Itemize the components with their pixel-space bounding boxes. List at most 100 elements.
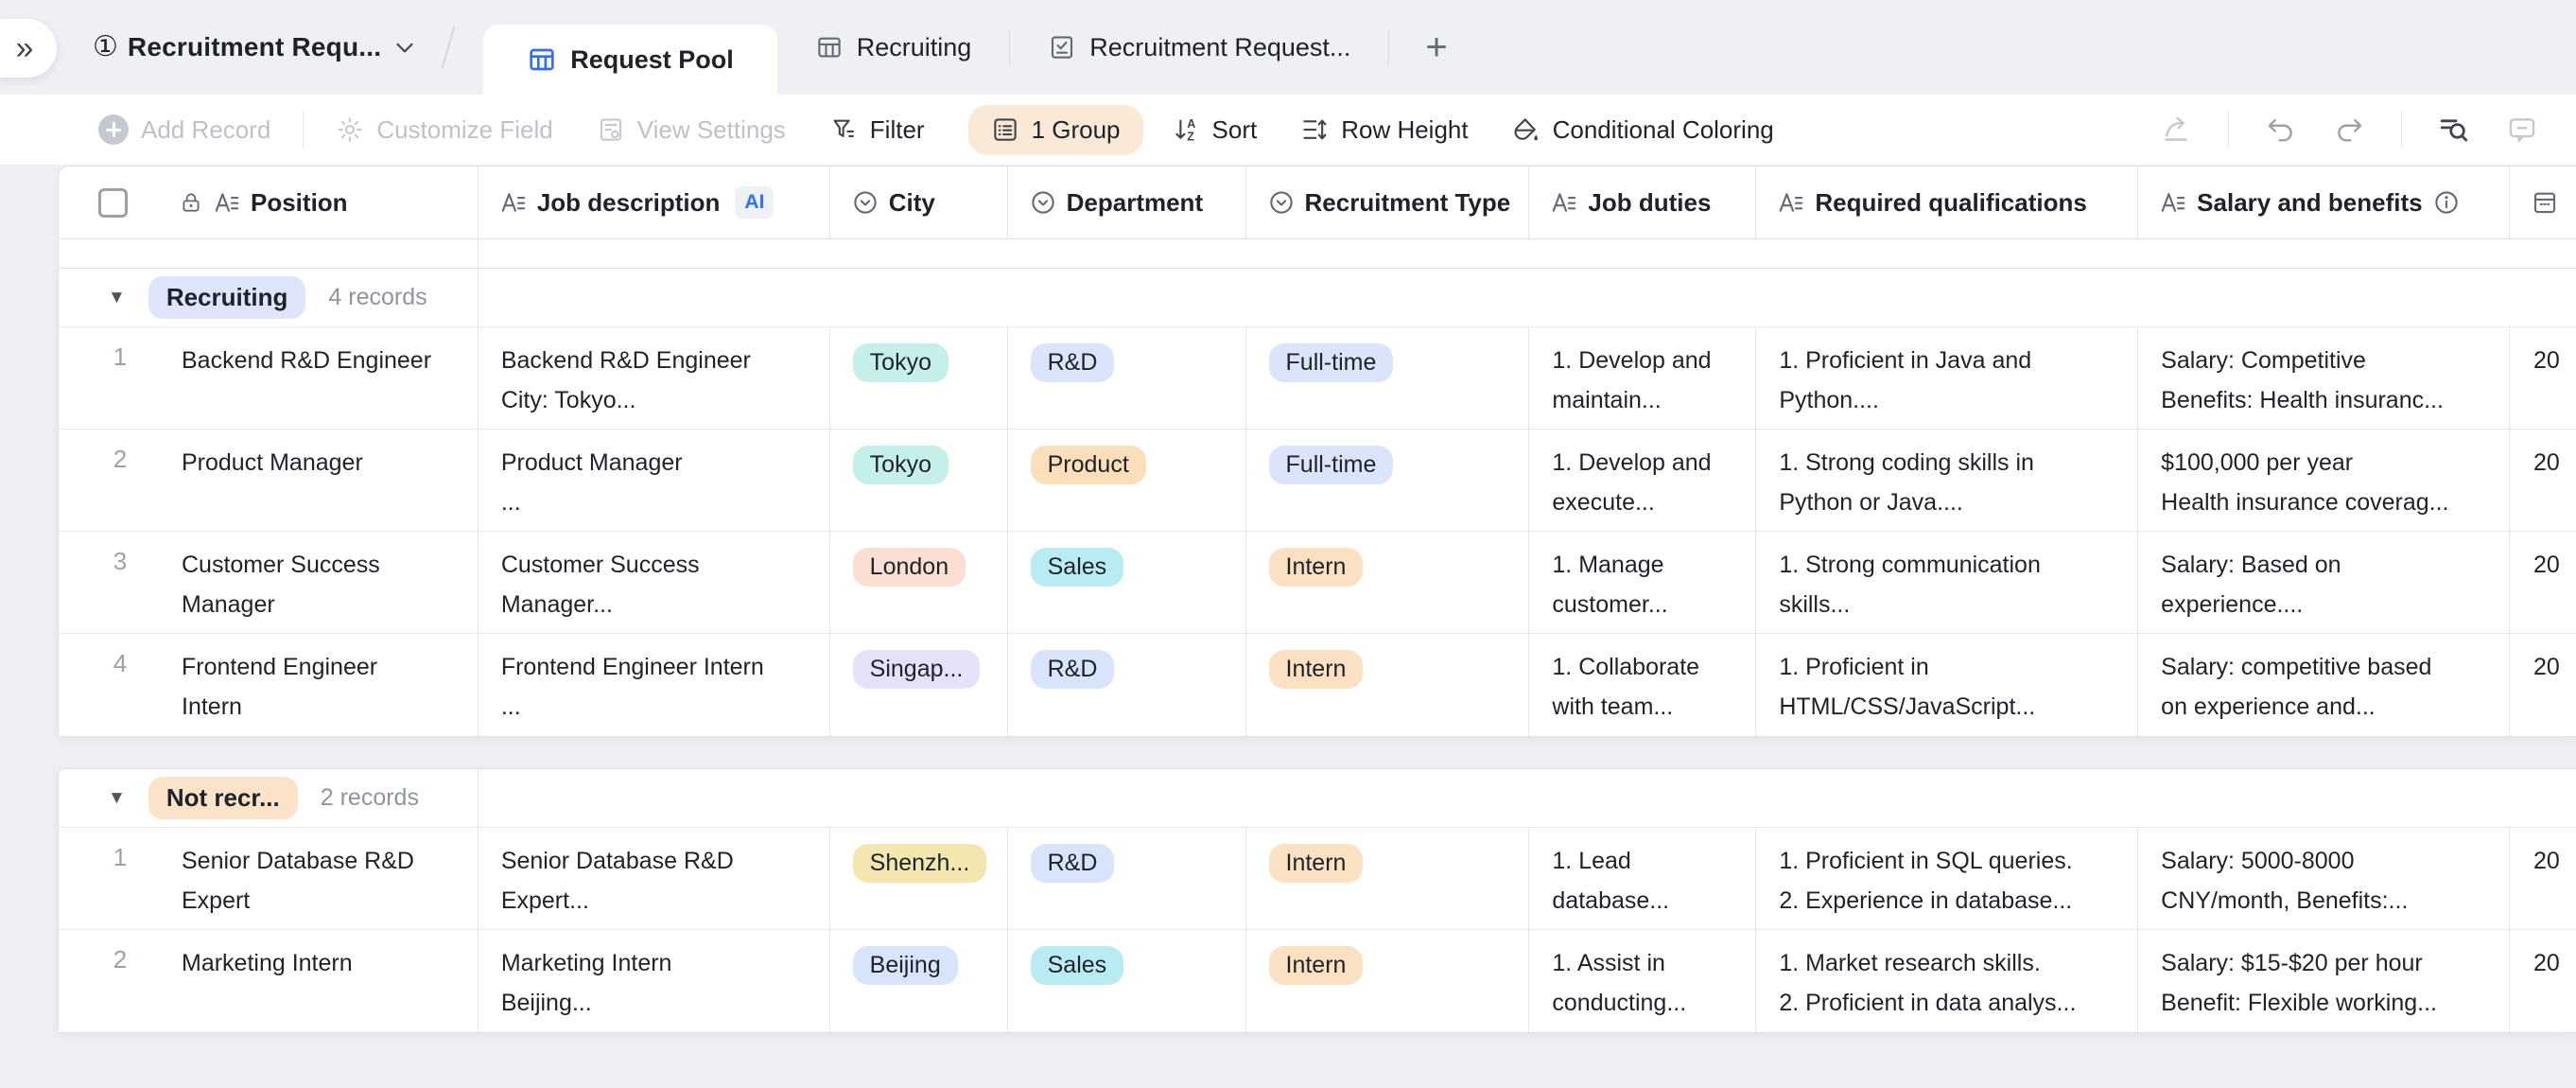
table-row[interactable]: 1 Senior Database R&D Expert Senior Data… xyxy=(59,828,2576,930)
undo-icon[interactable] xyxy=(2265,114,2297,146)
row-number[interactable]: 1 xyxy=(113,342,128,371)
cell-date[interactable]: 20 xyxy=(2533,654,2560,680)
cell-department[interactable]: Sales xyxy=(1008,532,1246,633)
column-header-department[interactable]: Department xyxy=(1008,167,1246,238)
cell-required-qualifications[interactable]: 1. Strong communication skills... xyxy=(1756,532,2139,633)
group-header[interactable]: ▼ Not recr... 2 records xyxy=(59,769,2576,828)
column-header-date[interactable] xyxy=(2510,167,2576,238)
expand-sidebar-button[interactable]: » xyxy=(0,19,57,78)
cell-position[interactable]: 1 Senior Database R&D Expert xyxy=(59,828,479,929)
table-row[interactable]: 2 Marketing Intern Marketing Intern Beij… xyxy=(59,930,2576,1032)
cell-date[interactable]: 20 xyxy=(2533,848,2560,874)
cell-department[interactable]: R&D xyxy=(1008,828,1246,929)
cell-job-duties[interactable]: 1. Lead database... xyxy=(1529,828,1757,929)
cell-date[interactable]: 20 xyxy=(2533,347,2560,374)
cell-required-qualifications[interactable]: 1. Proficient in SQL queries. 2. Experie… xyxy=(1756,828,2139,929)
tab-recruiting[interactable]: Recruiting xyxy=(777,33,1010,62)
column-header-required-qualifications[interactable]: Required qualifications xyxy=(1756,167,2139,238)
cell-city[interactable]: Tokyo xyxy=(830,327,1008,429)
cell-job-description[interactable]: Product Manager ... xyxy=(479,430,830,531)
cell-date[interactable]: 20 xyxy=(2533,950,2560,976)
cell-required-qualifications[interactable]: 1. Proficient in HTML/CSS/JavaScript... xyxy=(1756,634,2139,736)
cell-required-qualifications[interactable]: 1. Market research skills. 2. Proficient… xyxy=(1756,930,2139,1032)
cell-job-description[interactable]: Frontend Engineer Intern ... xyxy=(479,634,830,736)
cell-job-duties[interactable]: 1. Collaborate with team... xyxy=(1529,634,1757,736)
info-icon[interactable] xyxy=(2432,188,2461,217)
share-icon[interactable] xyxy=(2160,114,2192,146)
view-settings-button[interactable]: View Settings xyxy=(597,115,786,145)
cell-job-duties[interactable]: 1. Manage customer... xyxy=(1529,532,1757,633)
cell-recruitment-type[interactable]: Full-time xyxy=(1246,430,1530,531)
row-number[interactable]: 1 xyxy=(113,843,128,871)
cell-city[interactable]: Singap... xyxy=(830,634,1008,736)
column-header-job-description[interactable]: Job description AI xyxy=(479,167,830,238)
group-button[interactable]: 1 Group xyxy=(967,104,1143,155)
cell-salary-and-benefits[interactable]: Salary: competitive based on experience … xyxy=(2138,634,2511,736)
cell-salary-and-benefits[interactable]: Salary: $15-$20 per hour Benefit: Flexib… xyxy=(2138,930,2511,1032)
column-header-recruitment-type[interactable]: Recruitment Type xyxy=(1246,167,1530,238)
column-header-city[interactable]: City xyxy=(830,167,1008,238)
customize-field-button[interactable]: Customize Field xyxy=(336,115,553,145)
cell-recruitment-type[interactable]: Intern xyxy=(1246,532,1530,633)
cell-job-duties[interactable]: 1. Assist in conducting... xyxy=(1529,930,1757,1032)
collapse-triangle-icon[interactable]: ▼ xyxy=(108,287,126,307)
cell-recruitment-type[interactable]: Intern xyxy=(1246,828,1530,929)
filter-button[interactable]: Filter xyxy=(829,115,925,145)
cell-department[interactable]: R&D xyxy=(1008,327,1246,429)
row-number[interactable]: 2 xyxy=(113,445,128,473)
cell-required-qualifications[interactable]: 1. Strong coding skills in Python or Jav… xyxy=(1756,430,2139,531)
cell-department[interactable]: Product xyxy=(1008,430,1246,531)
cell-job-description[interactable]: Marketing Intern Beijing... xyxy=(479,930,830,1032)
cell-salary-and-benefits[interactable]: Salary: 5000-8000 CNY/month, Benefits:..… xyxy=(2138,828,2511,929)
row-height-button[interactable]: Row Height xyxy=(1300,115,1469,145)
cell-position[interactable]: 2 Product Manager xyxy=(59,430,479,531)
tab-request-pool[interactable]: Request Pool xyxy=(483,25,777,95)
cell-position[interactable]: 2 Marketing Intern xyxy=(59,930,479,1032)
cell-salary-and-benefits[interactable]: Salary: Based on experience.... xyxy=(2138,532,2511,633)
row-number[interactable]: 4 xyxy=(113,649,128,677)
cell-job-description[interactable]: Senior Database R&D Expert... xyxy=(479,828,830,929)
row-number[interactable]: 2 xyxy=(113,945,128,974)
add-record-button[interactable]: Add Record xyxy=(98,114,270,145)
table-row[interactable]: 1 Backend R&D Engineer Backend R&D Engin… xyxy=(59,327,2576,430)
table-row[interactable]: 3 Customer Success Manager Customer Succ… xyxy=(59,532,2576,634)
cell-job-description[interactable]: Backend R&D Engineer City: Tokyo... xyxy=(479,327,830,429)
select-all-checkbox[interactable] xyxy=(98,187,128,218)
cell-job-description[interactable]: Customer Success Manager... xyxy=(479,532,830,633)
add-view-button[interactable]: + xyxy=(1425,26,1448,68)
table-row[interactable]: 4 Frontend Engineer Intern Frontend Engi… xyxy=(59,634,2576,736)
cell-job-duties[interactable]: 1. Develop and maintain... xyxy=(1529,327,1757,429)
cell-salary-and-benefits[interactable]: $100,000 per year Health insurance cover… xyxy=(2138,430,2511,531)
comment-icon[interactable] xyxy=(2506,114,2538,146)
cell-position[interactable]: 4 Frontend Engineer Intern xyxy=(59,634,479,736)
column-header-position[interactable]: Position xyxy=(59,167,479,238)
cell-required-qualifications[interactable]: 1. Proficient in Java and Python.... xyxy=(1756,327,2139,429)
cell-recruitment-type[interactable]: Intern xyxy=(1246,930,1530,1032)
conditional-coloring-button[interactable]: Conditional Coloring xyxy=(1512,115,1774,145)
column-header-job-duties[interactable]: Job duties xyxy=(1529,167,1757,238)
cell-salary-and-benefits[interactable]: Salary: Competitive Benefits: Health ins… xyxy=(2138,327,2511,429)
tab-recruitment-request[interactable]: Recruitment Request... xyxy=(1010,33,1388,62)
redo-icon[interactable] xyxy=(2333,114,2365,146)
cell-city[interactable]: Beijing xyxy=(830,930,1008,1032)
cell-position[interactable]: 1 Backend R&D Engineer xyxy=(59,327,479,429)
cell-city[interactable]: London xyxy=(830,532,1008,633)
row-number[interactable]: 3 xyxy=(113,547,128,575)
base-switcher[interactable]: ① Recruitment Requ... xyxy=(93,32,419,62)
search-records-icon[interactable] xyxy=(2438,114,2470,146)
cell-recruitment-type[interactable]: Intern xyxy=(1246,634,1530,736)
collapse-triangle-icon[interactable]: ▼ xyxy=(108,787,126,808)
group-header[interactable]: ▼ Recruiting 4 records xyxy=(59,269,2576,327)
cell-city[interactable]: Tokyo xyxy=(830,430,1008,531)
cell-city[interactable]: Shenzh... xyxy=(830,828,1008,929)
cell-job-duties[interactable]: 1. Develop and execute... xyxy=(1529,430,1757,531)
cell-date[interactable]: 20 xyxy=(2533,449,2560,476)
cell-recruitment-type[interactable]: Full-time xyxy=(1246,327,1530,429)
table-row[interactable]: 2 Product Manager Product Manager ... To… xyxy=(59,430,2576,532)
cell-department[interactable]: R&D xyxy=(1008,634,1246,736)
cell-date[interactable]: 20 xyxy=(2533,552,2560,578)
cell-position[interactable]: 3 Customer Success Manager xyxy=(59,532,479,633)
cell-department[interactable]: Sales xyxy=(1008,930,1246,1032)
column-header-salary-and-benefits[interactable]: Salary and benefits xyxy=(2138,167,2511,238)
